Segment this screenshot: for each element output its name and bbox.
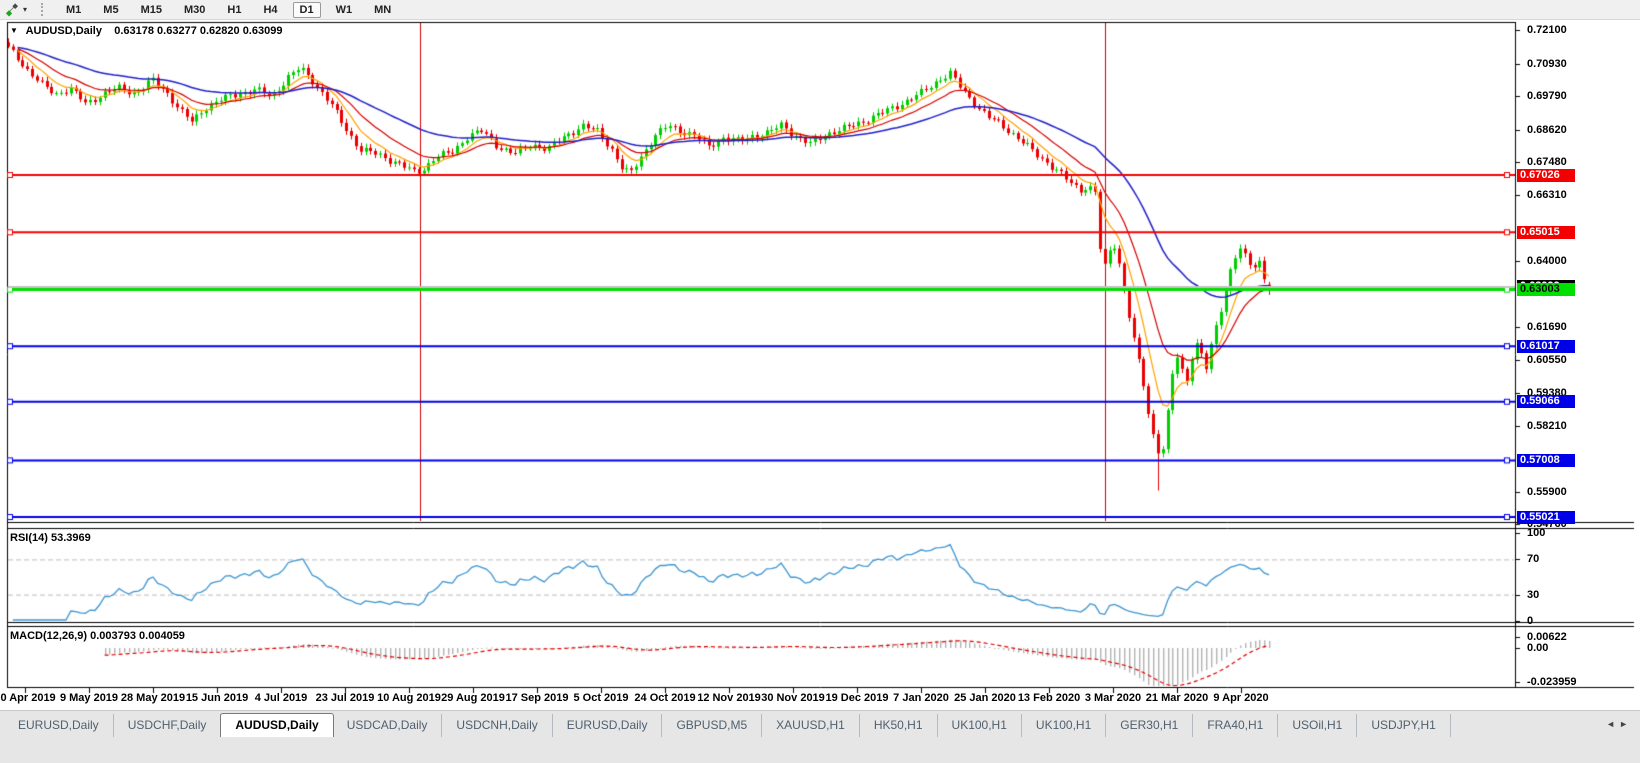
chart-tab-xauusd-h1[interactable]: XAUUSD,H1 [762, 714, 860, 737]
rsi-axis-tick: 70 [1527, 553, 1540, 566]
level-price-badge: 0.67026 [1517, 168, 1575, 182]
chart-tab-usdcnh-daily[interactable]: USDCNH,Daily [442, 714, 553, 737]
price-chart-surface[interactable] [0, 20, 1640, 710]
chart-tab-usoil-h1[interactable]: USOil,H1 [1278, 714, 1358, 737]
date-axis-label: 17 Sep 2019 [505, 692, 569, 704]
date-axis-label: 28 May 2019 [120, 692, 186, 704]
price-axis-tick: 0.72100 [1527, 24, 1567, 37]
date-axis-label: 4 Jul 2019 [254, 692, 308, 704]
price-axis-tick: 0.61690 [1527, 321, 1567, 334]
timeframe-button-group: M1 M5 M15 M30 H1 H4 D1 W1 MN [55, 1, 402, 18]
chart-tab-eurusd-daily[interactable]: EURUSD,Daily [553, 714, 663, 737]
timeframe-button-m5[interactable]: M5 [103, 3, 119, 16]
chart-tab-bar: EURUSD,Daily USDCHF,Daily AUDUSD,Daily USDC… [0, 710, 1640, 763]
rsi-axis-tick: 100 [1527, 527, 1546, 539]
date-axis-label: 19 Dec 2019 [825, 692, 889, 704]
date-axis-label: 23 Jul 2019 [315, 692, 375, 704]
date-axis-label: 3 Mar 2020 [1084, 692, 1142, 704]
symbol-dropdown-icon[interactable]: ▼ [10, 26, 18, 35]
ohlc-values: 0.63178 0.63277 0.62820 0.63099 [114, 25, 283, 37]
chart-tab-uk100-h1[interactable]: UK100,H1 [1022, 714, 1107, 737]
chart-tab-ger30-h1[interactable]: GER30,H1 [1106, 714, 1194, 737]
chart-window: ▼ AUDUSD,Daily 0.63178 0.63277 0.62820 0… [0, 20, 1640, 710]
macd-indicator-label: MACD(12,26,9) 0.003793 0.004059 [10, 630, 185, 642]
level-price-badge: 0.55021 [1517, 510, 1575, 524]
price-axis-tick: 0.68620 [1527, 123, 1567, 136]
level-price-badge: 0.65015 [1517, 225, 1575, 239]
chart-tab-usdcad-daily[interactable]: USDCAD,Daily [333, 714, 443, 737]
timeframe-button-m30[interactable]: M30 [183, 3, 206, 16]
price-axis-tick: 0.67480 [1527, 156, 1567, 169]
macd-axis-tick: 0.00622 [1527, 631, 1567, 644]
level-price-badge: 0.61017 [1517, 339, 1575, 353]
indicators-dropdown-caret-icon[interactable]: ▾ [23, 5, 28, 14]
rsi-axis-tick: 0 [1527, 615, 1534, 627]
date-axis-label: 20 Apr 2019 [0, 692, 56, 704]
timeframe-button-d1[interactable]: D1 [292, 1, 321, 18]
date-axis-label: 29 Aug 2019 [441, 692, 505, 704]
macd-axis-tick: -0.023959 [1527, 676, 1577, 688]
price-axis-tick: 0.66310 [1527, 189, 1567, 202]
chart-tab-eurusd-daily[interactable]: EURUSD,Daily [4, 714, 114, 737]
price-axis-tick: 0.58210 [1527, 420, 1567, 433]
date-axis-label: 21 Mar 2020 [1145, 692, 1209, 704]
toolbar-grip-handle[interactable] [41, 3, 47, 16]
chart-tab-gbpusd-m5[interactable]: GBPUSD,M5 [662, 714, 763, 737]
date-axis-label: 5 Oct 2019 [573, 692, 629, 704]
level-price-badge: 0.59066 [1517, 395, 1575, 409]
timeframe-button-m1[interactable]: M1 [66, 3, 82, 16]
level-price-badge: 0.63003 [1517, 283, 1575, 297]
timeframe-button-m15[interactable]: M15 [140, 3, 162, 16]
date-axis-label: 10 Aug 2019 [377, 692, 441, 704]
date-axis-label: 7 Jan 2020 [893, 692, 949, 704]
timeframe-button-w1[interactable]: W1 [335, 3, 353, 16]
timeframe-button-mn[interactable]: MN [374, 3, 392, 16]
date-axis-label: 24 Oct 2019 [634, 692, 696, 704]
toolbar: ▾ M1 M5 M15 M30 H1 H4 D1 W1 MN [0, 0, 1640, 20]
tab-scroll-left-icon[interactable]: ◄ [1606, 719, 1620, 729]
date-axis-label: 13 Feb 2020 [1017, 692, 1081, 704]
chart-tab-hk50-h1[interactable]: HK50,H1 [860, 714, 938, 737]
chart-tab-usdjpy-h1[interactable]: USDJPY,H1 [1357, 714, 1451, 737]
rsi-indicator-label: RSI(14) 53.3969 [10, 532, 91, 544]
chart-tab-fra40-h1[interactable]: FRA40,H1 [1193, 714, 1279, 737]
date-axis-label: 9 Apr 2020 [1213, 692, 1269, 704]
price-axis-tick: 0.70930 [1527, 57, 1567, 70]
indicators-icon[interactable] [3, 2, 21, 17]
chart-title: ▼ AUDUSD,Daily 0.63178 0.63277 0.62820 0… [10, 25, 282, 37]
chart-tab-audusd-daily[interactable]: AUDUSD,Daily [220, 713, 334, 737]
price-axis-tick: 0.69790 [1527, 90, 1567, 103]
tab-scroll-arrows: ◄► [1606, 719, 1632, 729]
date-axis-label: 30 Nov 2019 [761, 692, 825, 704]
symbol-period-label: AUDUSD,Daily [25, 25, 102, 37]
price-axis-tick: 0.60550 [1527, 353, 1567, 366]
date-axis-label: 25 Jan 2020 [954, 692, 1016, 704]
timeframe-button-h1[interactable]: H1 [227, 3, 242, 16]
level-price-badge: 0.57008 [1517, 453, 1575, 467]
date-axis-label: 9 May 2019 [59, 692, 119, 704]
chart-tab-usdchf-daily[interactable]: USDCHF,Daily [114, 714, 222, 737]
price-axis-tick: 0.55900 [1527, 485, 1567, 498]
date-axis-label: 12 Nov 2019 [697, 692, 761, 704]
timeframe-button-h4[interactable]: H4 [263, 3, 278, 16]
chart-tab-uk100-h1[interactable]: UK100,H1 [938, 714, 1022, 737]
tab-scroll-right-icon[interactable]: ► [1619, 719, 1632, 729]
date-axis-label: 15 Jun 2019 [185, 692, 249, 704]
macd-axis-tick: 0.00 [1527, 642, 1549, 654]
price-axis-tick: 0.64000 [1527, 255, 1567, 268]
rsi-axis-tick: 30 [1527, 588, 1540, 601]
